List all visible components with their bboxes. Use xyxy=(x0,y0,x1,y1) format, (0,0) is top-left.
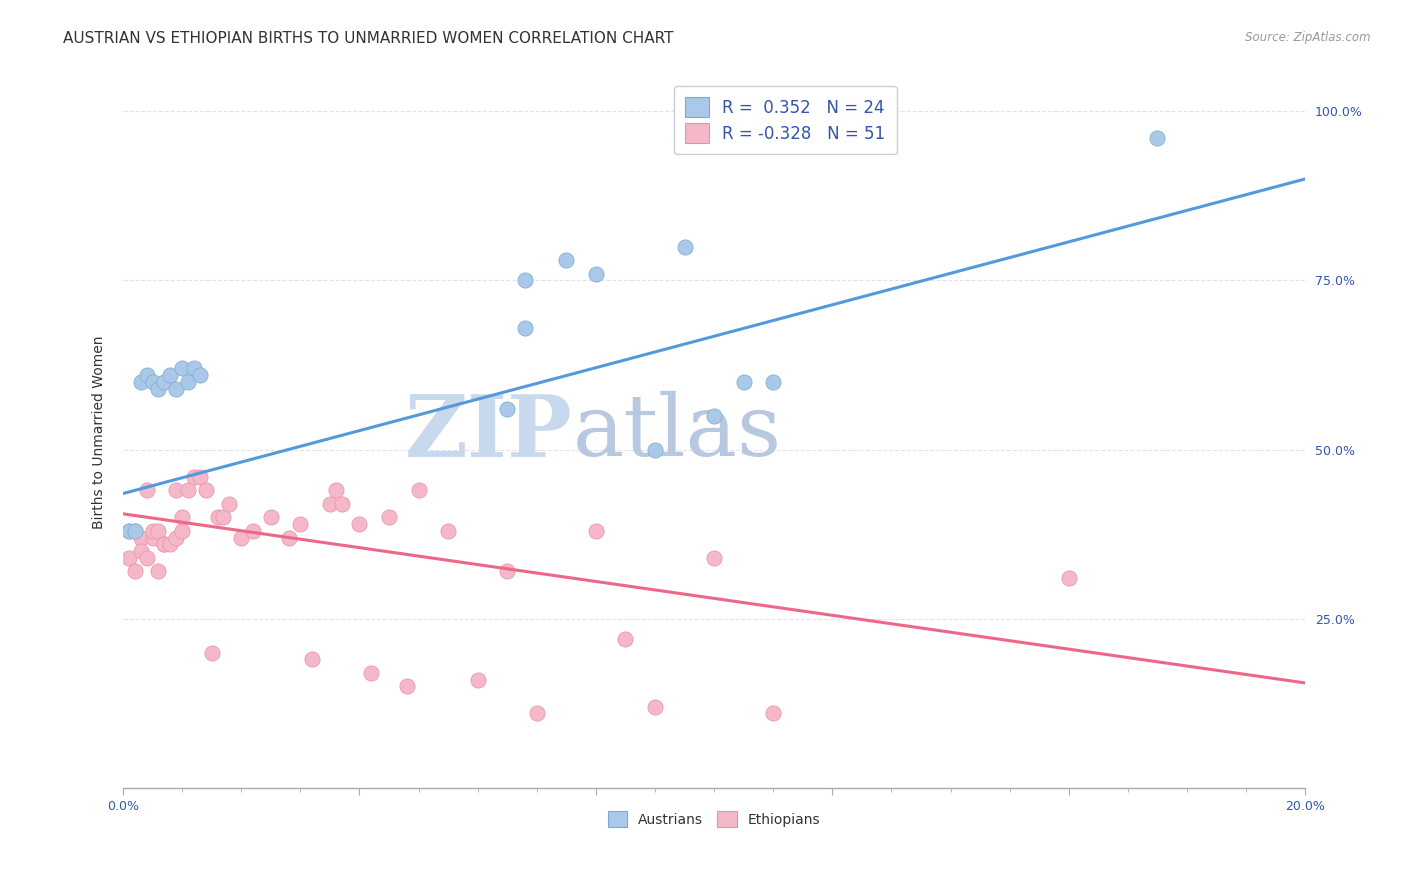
Point xyxy=(437,524,460,538)
Point xyxy=(201,646,224,660)
Text: ZIP: ZIP xyxy=(405,391,572,475)
Point xyxy=(301,652,323,666)
Point xyxy=(172,361,194,376)
Point xyxy=(153,537,176,551)
Point xyxy=(188,469,211,483)
Point xyxy=(172,524,194,538)
Point xyxy=(360,665,382,680)
Point xyxy=(555,253,578,268)
Point xyxy=(496,401,519,416)
Point xyxy=(218,497,240,511)
Point xyxy=(349,516,371,531)
Point xyxy=(135,483,157,497)
Point xyxy=(378,510,401,524)
Legend: Austrians, Ethiopians: Austrians, Ethiopians xyxy=(600,805,827,834)
Point xyxy=(673,239,696,253)
Point xyxy=(207,510,229,524)
Point xyxy=(1146,131,1168,145)
Point xyxy=(148,565,170,579)
Point xyxy=(142,375,165,389)
Point xyxy=(513,320,536,334)
Y-axis label: Births to Unmarried Women: Births to Unmarried Women xyxy=(93,336,107,529)
Point xyxy=(1057,571,1080,585)
Point xyxy=(129,531,152,545)
Point xyxy=(177,375,200,389)
Point xyxy=(165,483,187,497)
Point xyxy=(260,510,283,524)
Point xyxy=(188,368,211,383)
Point xyxy=(408,483,430,497)
Point xyxy=(124,565,146,579)
Point xyxy=(153,537,176,551)
Point xyxy=(135,550,157,565)
Point xyxy=(614,632,637,646)
Point xyxy=(585,267,607,281)
Point xyxy=(762,375,785,389)
Point xyxy=(177,483,200,497)
Point xyxy=(644,699,666,714)
Point xyxy=(277,531,299,545)
Point xyxy=(129,375,152,389)
Point xyxy=(183,469,205,483)
Point xyxy=(124,524,146,538)
Point xyxy=(733,375,755,389)
Point xyxy=(194,483,217,497)
Text: atlas: atlas xyxy=(572,391,782,475)
Point xyxy=(585,524,607,538)
Point xyxy=(142,531,165,545)
Point xyxy=(118,550,141,565)
Point xyxy=(183,361,205,376)
Point xyxy=(148,524,170,538)
Point xyxy=(467,673,489,687)
Point xyxy=(231,531,253,545)
Point xyxy=(703,550,725,565)
Point xyxy=(762,706,785,721)
Point xyxy=(172,510,194,524)
Point xyxy=(148,382,170,396)
Point xyxy=(212,510,235,524)
Point xyxy=(165,382,187,396)
Point xyxy=(325,483,347,497)
Text: AUSTRIAN VS ETHIOPIAN BIRTHS TO UNMARRIED WOMEN CORRELATION CHART: AUSTRIAN VS ETHIOPIAN BIRTHS TO UNMARRIE… xyxy=(63,31,673,46)
Point xyxy=(118,524,141,538)
Point xyxy=(129,544,152,558)
Point xyxy=(395,679,418,693)
Point xyxy=(290,516,312,531)
Point xyxy=(513,273,536,287)
Point xyxy=(703,409,725,423)
Point xyxy=(135,368,157,383)
Point xyxy=(124,524,146,538)
Point xyxy=(242,524,264,538)
Text: Source: ZipAtlas.com: Source: ZipAtlas.com xyxy=(1246,31,1371,45)
Point xyxy=(644,442,666,457)
Point xyxy=(153,375,176,389)
Point xyxy=(118,524,141,538)
Point xyxy=(165,531,187,545)
Point xyxy=(330,497,353,511)
Point xyxy=(142,524,165,538)
Point xyxy=(159,537,181,551)
Point xyxy=(159,368,181,383)
Point xyxy=(319,497,342,511)
Point xyxy=(526,706,548,721)
Point xyxy=(496,565,519,579)
